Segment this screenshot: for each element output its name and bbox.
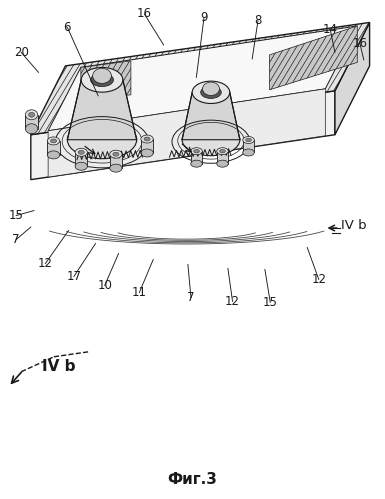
- Text: 14: 14: [323, 23, 338, 36]
- Polygon shape: [141, 139, 153, 153]
- Text: 7: 7: [187, 291, 195, 304]
- Text: 11: 11: [132, 286, 147, 299]
- Ellipse shape: [113, 152, 119, 156]
- Ellipse shape: [191, 148, 203, 155]
- Polygon shape: [191, 151, 203, 164]
- Text: Фиг.3: Фиг.3: [167, 472, 218, 487]
- Text: 16: 16: [353, 37, 367, 50]
- Ellipse shape: [90, 73, 114, 87]
- Ellipse shape: [201, 86, 221, 98]
- Polygon shape: [217, 151, 228, 164]
- Text: IV b: IV b: [341, 219, 367, 232]
- Text: 17: 17: [67, 270, 81, 283]
- Ellipse shape: [191, 160, 203, 167]
- Text: 12: 12: [225, 295, 240, 308]
- Ellipse shape: [243, 149, 254, 156]
- Ellipse shape: [47, 151, 60, 159]
- Ellipse shape: [144, 137, 150, 141]
- Text: 10: 10: [97, 279, 112, 292]
- Polygon shape: [48, 89, 325, 177]
- Polygon shape: [75, 152, 87, 166]
- Text: IV b: IV b: [42, 359, 75, 374]
- Ellipse shape: [220, 150, 226, 153]
- Ellipse shape: [192, 81, 230, 103]
- Text: 15: 15: [9, 209, 23, 222]
- Polygon shape: [47, 141, 60, 155]
- Ellipse shape: [246, 138, 251, 142]
- Ellipse shape: [141, 135, 153, 143]
- Polygon shape: [31, 91, 335, 180]
- Ellipse shape: [110, 150, 122, 158]
- Polygon shape: [182, 92, 240, 140]
- Polygon shape: [335, 22, 370, 135]
- Polygon shape: [81, 61, 131, 101]
- Text: 8: 8: [254, 14, 262, 27]
- Polygon shape: [270, 26, 357, 90]
- Ellipse shape: [182, 124, 240, 156]
- Text: 9: 9: [200, 11, 208, 24]
- Text: 20: 20: [14, 46, 28, 59]
- Ellipse shape: [75, 162, 87, 170]
- Ellipse shape: [217, 148, 228, 155]
- Ellipse shape: [25, 110, 38, 120]
- Polygon shape: [25, 115, 38, 129]
- Ellipse shape: [203, 82, 219, 95]
- Polygon shape: [67, 80, 137, 140]
- Ellipse shape: [141, 149, 153, 157]
- Polygon shape: [110, 154, 122, 168]
- Polygon shape: [243, 140, 254, 153]
- Ellipse shape: [81, 67, 123, 92]
- Polygon shape: [31, 22, 370, 135]
- Text: 6: 6: [64, 21, 71, 34]
- Ellipse shape: [243, 137, 254, 144]
- Ellipse shape: [93, 68, 111, 83]
- Ellipse shape: [47, 137, 60, 145]
- Ellipse shape: [67, 121, 137, 159]
- Text: 15: 15: [263, 296, 278, 309]
- Text: 12: 12: [38, 257, 53, 270]
- Ellipse shape: [75, 148, 87, 156]
- Polygon shape: [48, 26, 357, 131]
- Ellipse shape: [28, 112, 35, 117]
- Ellipse shape: [50, 139, 57, 143]
- Ellipse shape: [194, 150, 199, 153]
- Text: 7: 7: [12, 233, 20, 246]
- Ellipse shape: [25, 124, 38, 134]
- Ellipse shape: [110, 164, 122, 172]
- Ellipse shape: [78, 150, 84, 154]
- Ellipse shape: [217, 160, 228, 167]
- Text: 12: 12: [311, 273, 326, 286]
- Text: 16: 16: [137, 7, 152, 20]
